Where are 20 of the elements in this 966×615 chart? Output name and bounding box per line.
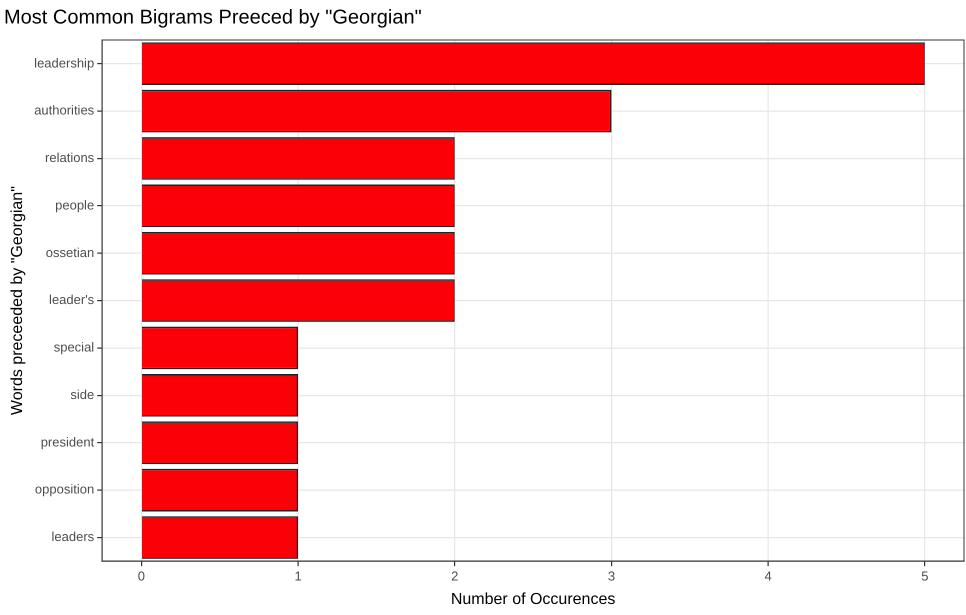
y-tick-label: leadership (34, 55, 94, 70)
x-tick-label: 5 (921, 568, 928, 584)
y-tick-label: opposition (34, 482, 94, 497)
x-tick-label: 2 (451, 568, 458, 584)
x-tick-label: 0 (138, 568, 145, 584)
x-tick-label: 1 (294, 568, 302, 584)
y-tick-label: relations (45, 150, 95, 166)
y-axis-title: Words preceeded by "Georgian" (9, 186, 26, 416)
y-tick-label: ossetian (46, 244, 94, 260)
x-axis-title: Number of Occurences (450, 590, 616, 608)
x-tick-label: 3 (608, 568, 616, 584)
chart-title: Most Common Bigrams Preeced by "Georgian" (4, 6, 422, 29)
y-tick-label: special (54, 340, 94, 355)
y-tick-label: side (70, 386, 94, 402)
x-tick-label: 4 (764, 568, 772, 584)
y-tick-label: people (55, 197, 94, 212)
y-tick-label: leader's (49, 292, 95, 308)
y-tick-label: president (40, 434, 95, 450)
y-tick-label: leaders (52, 529, 95, 544)
y-tick-label: authorities (34, 102, 95, 118)
